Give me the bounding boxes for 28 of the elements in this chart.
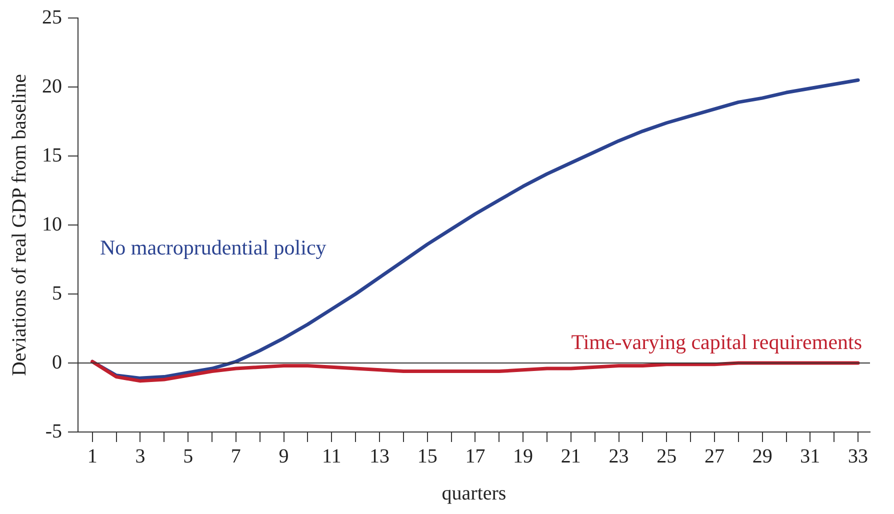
text: No macroprudential policy: [100, 235, 327, 260]
x-tick-label: 31: [800, 445, 820, 468]
x-tick-label: 1: [87, 445, 98, 468]
x-tick-label: 25: [656, 445, 677, 468]
x-tick-label: 13: [369, 445, 390, 468]
x-tick-label: 9: [278, 445, 289, 468]
y-tick-label: -5: [45, 420, 62, 442]
y-tick-label: 5: [52, 282, 62, 304]
y-tick-label: 10: [42, 213, 62, 236]
y-axis-title: Deviations of real GDP from baseline: [8, 74, 30, 376]
x-tick-label: 15: [417, 445, 438, 468]
x-axis-title: quarters: [442, 482, 506, 504]
x-tick-label: 29: [752, 445, 772, 468]
y-tick-label: 0: [52, 351, 62, 374]
x-tick-label: 23: [608, 445, 629, 468]
x-tick-label: 3: [135, 445, 146, 468]
x-tick-label: 27: [704, 445, 724, 468]
series-label: Time-varying capital requirements: [571, 330, 862, 354]
x-tick-label: 5: [183, 445, 194, 468]
x-tick-label: 17: [465, 445, 486, 468]
x-tick-label: 11: [322, 445, 342, 468]
x-tick-label: 19: [513, 445, 534, 468]
y-tick-label: 25: [42, 6, 62, 28]
y-tick-label: 15: [42, 144, 62, 166]
x-tick-label: 7: [230, 445, 241, 468]
x-tick-label: 21: [560, 445, 581, 468]
y-tick-label: 20: [42, 75, 62, 98]
x-tick-label: 33: [848, 445, 868, 468]
